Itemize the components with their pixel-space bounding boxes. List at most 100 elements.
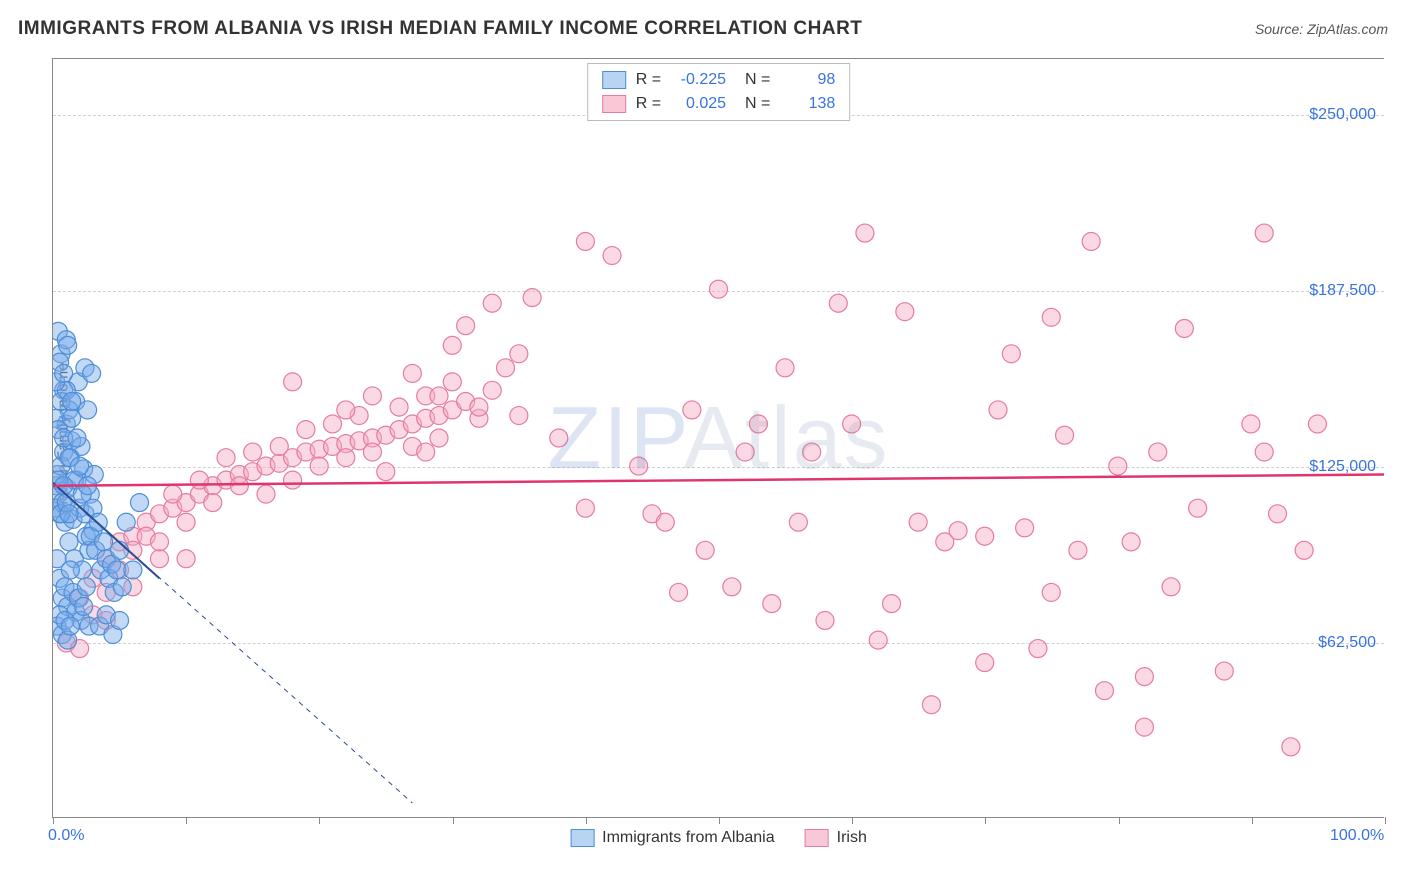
data-point	[430, 429, 448, 447]
chart-svg	[53, 59, 1384, 817]
data-point	[217, 449, 235, 467]
source-label: Source: ZipAtlas.com	[1255, 21, 1388, 37]
data-point	[95, 533, 113, 551]
data-point	[60, 505, 78, 523]
series-legend: Immigrants from Albania Irish	[570, 829, 867, 847]
data-point	[763, 595, 781, 613]
data-point	[1002, 345, 1020, 363]
data-point	[417, 443, 435, 461]
x-tick-label: 0.0%	[48, 827, 84, 845]
data-point	[111, 612, 129, 630]
data-point	[457, 317, 475, 335]
x-tick	[453, 817, 454, 824]
data-point	[430, 387, 448, 405]
data-point	[1135, 718, 1153, 736]
data-point	[270, 437, 288, 455]
data-point	[1029, 640, 1047, 658]
data-point	[1175, 320, 1193, 338]
data-point	[1122, 533, 1140, 551]
data-point	[1042, 583, 1060, 601]
data-point	[131, 494, 149, 512]
data-point	[603, 247, 621, 265]
data-point	[63, 393, 81, 411]
legend-label-1: Irish	[837, 829, 867, 847]
legend-label-0: Immigrants from Albania	[602, 829, 775, 847]
data-point	[284, 471, 302, 489]
data-point	[83, 364, 101, 382]
data-point	[61, 617, 79, 635]
data-point	[1255, 443, 1273, 461]
x-tick	[719, 817, 720, 824]
data-point	[1295, 541, 1313, 559]
legend-item-0: Immigrants from Albania	[570, 829, 775, 847]
data-point	[949, 522, 967, 540]
data-point	[108, 561, 126, 579]
data-point	[470, 398, 488, 416]
data-point	[443, 336, 461, 354]
data-point	[989, 401, 1007, 419]
data-point	[61, 561, 79, 579]
n-value-0: 98	[780, 68, 835, 92]
data-point	[843, 415, 861, 433]
data-point	[63, 409, 81, 427]
data-point	[723, 578, 741, 596]
legend-row-series-1: R = 0.025 N = 138	[602, 92, 836, 116]
title-bar: IMMIGRANTS FROM ALBANIA VS IRISH MEDIAN …	[18, 18, 1388, 40]
data-point	[576, 233, 594, 251]
data-point	[789, 513, 807, 531]
data-point	[337, 449, 355, 467]
legend-item-1: Irish	[805, 829, 867, 847]
data-point	[257, 485, 275, 503]
data-point	[1282, 738, 1300, 756]
data-point	[363, 443, 381, 461]
data-point	[1149, 443, 1167, 461]
data-point	[1308, 415, 1326, 433]
data-point	[710, 280, 728, 298]
data-point	[363, 387, 381, 405]
x-tick-label: 100.0%	[1330, 827, 1384, 845]
data-point	[68, 429, 86, 447]
data-point	[523, 289, 541, 307]
data-point	[909, 513, 927, 531]
data-point	[829, 294, 847, 312]
data-point	[510, 345, 528, 363]
data-point	[1242, 415, 1260, 433]
data-point	[1215, 662, 1233, 680]
r-value-0: -0.225	[671, 68, 726, 92]
data-point	[77, 578, 95, 596]
n-label: N =	[736, 68, 770, 92]
data-point	[803, 443, 821, 461]
data-point	[483, 381, 501, 399]
correlation-legend: R = -0.225 N = 98 R = 0.025 N = 138	[587, 63, 851, 121]
data-point	[244, 443, 262, 461]
x-tick	[1119, 817, 1120, 824]
data-point	[736, 443, 754, 461]
swatch-series-0-bottom	[570, 829, 594, 847]
swatch-series-0	[602, 71, 626, 89]
data-point	[976, 527, 994, 545]
plot-area: Median Family Income ZIPAtlas R = -0.225…	[52, 58, 1384, 818]
data-point	[776, 359, 794, 377]
x-tick	[985, 817, 986, 824]
data-point	[204, 494, 222, 512]
data-point	[1069, 541, 1087, 559]
data-point	[164, 485, 182, 503]
data-point	[656, 513, 674, 531]
r-label: R =	[636, 68, 661, 92]
data-point	[403, 364, 421, 382]
data-point	[55, 364, 73, 382]
data-point	[177, 513, 195, 531]
data-point	[896, 303, 914, 321]
data-point	[1255, 224, 1273, 242]
x-tick	[1252, 817, 1253, 824]
data-point	[177, 550, 195, 568]
data-point	[310, 457, 328, 475]
n-value-1: 138	[780, 92, 835, 116]
data-point	[670, 583, 688, 601]
data-point	[390, 398, 408, 416]
data-point	[483, 294, 501, 312]
data-point	[1135, 668, 1153, 686]
data-point	[79, 401, 97, 419]
data-point	[443, 373, 461, 391]
data-point	[1109, 457, 1127, 475]
